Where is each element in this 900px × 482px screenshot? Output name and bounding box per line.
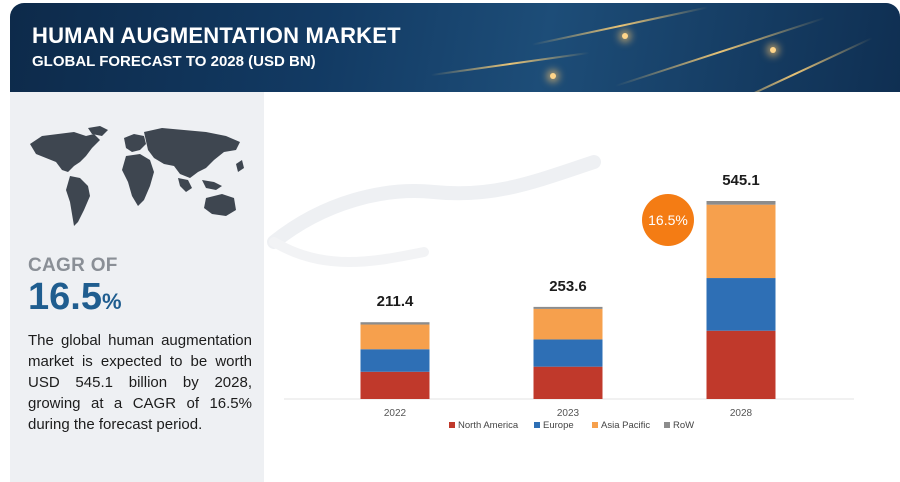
- light-streak: [531, 6, 709, 46]
- legend-swatch-row: [664, 422, 670, 428]
- cagr-number: 16.5: [28, 276, 102, 318]
- bar-segment-europe-2028: [706, 278, 776, 331]
- light-streak: [615, 17, 825, 87]
- header-banner: HUMAN AUGMENTATION MARKET GLOBAL FORECAS…: [10, 3, 900, 92]
- stacked-bar-chart: 211.4 2022 253.6 2023 545.1 2028 North Americ…: [267, 155, 854, 431]
- legend-swatch-north-america: [449, 422, 455, 428]
- bar-segment-row-2023: [533, 306, 603, 309]
- bar-segment-asia-pacific-2023: [533, 308, 603, 340]
- light-glow: [622, 33, 628, 39]
- cagr-badge-circle: [642, 194, 694, 246]
- cagr-badge: 16.5%: [642, 194, 694, 246]
- cagr-badge-text: 16.5%: [648, 212, 688, 228]
- page-subtitle: GLOBAL FORECAST TO 2028 (USD BN): [32, 53, 316, 70]
- page-title: HUMAN AUGMENTATION MARKET: [32, 23, 401, 48]
- bar-segment-north-america-2023: [533, 366, 603, 399]
- bar-segment-europe-2022: [360, 349, 430, 372]
- summary-panel: CAGR OF 16.5% The global human augmentat…: [10, 92, 264, 482]
- light-glow: [770, 47, 776, 53]
- legend-label-asia-pacific: Asia Pacific: [601, 420, 650, 431]
- legend-label-north-america: North America: [458, 420, 519, 431]
- light-glow: [550, 73, 556, 79]
- bar-segment-north-america-2022: [360, 371, 430, 399]
- cagr-unit: %: [101, 289, 122, 314]
- cagr-label: CAGR OF: [28, 255, 118, 276]
- x-tick-label-2023: 2023: [557, 408, 580, 419]
- cagr-value: 16.5%: [28, 276, 122, 319]
- x-tick-label-2028: 2028: [730, 408, 753, 419]
- total-label-2028: 545.1: [722, 172, 760, 189]
- total-label-2023: 253.6: [549, 278, 587, 295]
- world-map-icon: [30, 126, 244, 226]
- bar-segment-asia-pacific-2022: [360, 324, 430, 350]
- legend-label-row: RoW: [673, 420, 694, 431]
- x-tick-label-2022: 2022: [384, 408, 407, 419]
- total-label-2022: 211.4: [377, 293, 414, 310]
- decorative-swoosh: [269, 237, 429, 267]
- decorative-swoosh: [267, 155, 601, 249]
- chart-panel: 211.4 2022 253.6 2023 545.1 2028 North Americ…: [264, 92, 900, 482]
- bar-segment-asia-pacific-2028: [706, 204, 776, 279]
- legend-label-europe: Europe: [543, 420, 574, 431]
- bar-segment-row-2028: [706, 201, 776, 205]
- legend-swatch-asia-pacific: [592, 422, 598, 428]
- legend-swatch-europe: [534, 422, 540, 428]
- bar-segment-europe-2023: [533, 339, 603, 367]
- light-streak: [430, 51, 590, 77]
- bar-segment-row-2022: [360, 322, 430, 325]
- market-description: The global human augmentation market is …: [28, 332, 252, 433]
- bar-segment-north-america-2028: [706, 330, 776, 399]
